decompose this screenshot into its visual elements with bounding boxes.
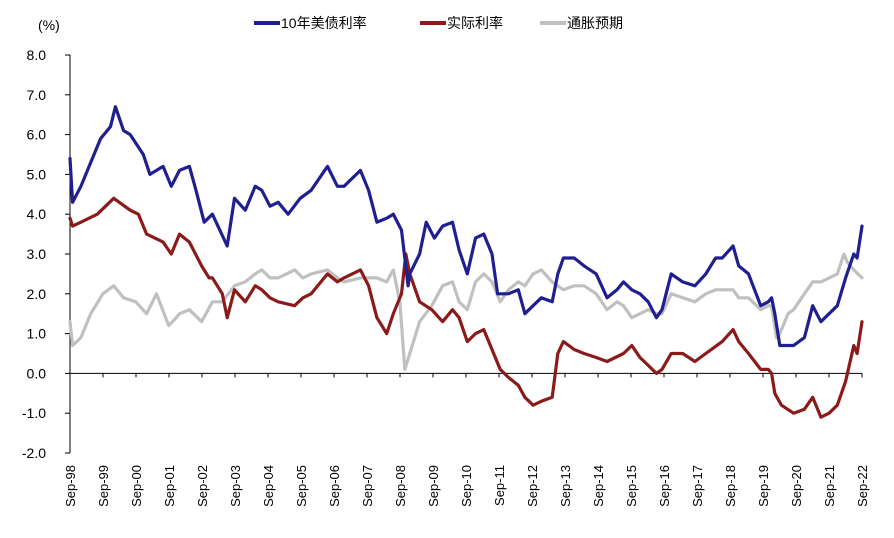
x-tick-label: Sep-01 (162, 465, 177, 507)
x-tick-label: Sep-99 (96, 465, 111, 507)
y-tick-label: 4.0 (27, 206, 47, 222)
x-tick-label: Sep-09 (426, 465, 441, 507)
x-tick-label: Sep-08 (393, 465, 408, 507)
legend-label-1: 实际利率 (447, 15, 503, 31)
series-line-1 (68, 196, 864, 419)
x-tick-label: Sep-10 (459, 465, 474, 507)
y-tick-label: 7.0 (27, 87, 47, 103)
y-tick-label: -2.0 (22, 445, 46, 461)
x-axis: Sep-98 Sep-99 Sep-00 Sep-01 Sep-02 Sep-03 Sep-… (63, 372, 870, 507)
x-tick-label: Sep-21 (822, 465, 837, 507)
x-tick-label: Sep-18 (723, 465, 738, 507)
x-tick-label: Sep-22 (855, 465, 870, 507)
x-tick-label: Sep-00 (129, 465, 144, 507)
x-tick-label: Sep-17 (690, 465, 705, 507)
x-tick-label: Sep-04 (261, 465, 276, 507)
series-line-0 (68, 105, 864, 348)
y-tick-label: 5.0 (27, 166, 47, 182)
x-tick-label: Sep-14 (591, 465, 606, 507)
x-tick-label: Sep-12 (525, 465, 540, 507)
y-tick-label: 8.0 (27, 47, 47, 63)
y-tick-label: 0.0 (27, 365, 47, 381)
x-tick-label: Sep-02 (195, 465, 210, 507)
x-tick-label: Sep-13 (558, 465, 573, 507)
series-layer (68, 105, 864, 419)
x-tick-label: Sep-19 (756, 465, 771, 507)
y-tick-label: 2.0 (27, 286, 47, 302)
y-tick-label: 6.0 (27, 127, 47, 143)
y-axis-ticks: 8.0 7.0 6.0 5.0 4.0 3.0 2.0 1.0 0.0 -1.0 -2.0 (22, 47, 71, 461)
series-line-2 (68, 252, 864, 371)
x-tick-label: Sep-07 (360, 465, 375, 507)
y-axis-unit-label: (%) (38, 17, 60, 33)
x-tick-label: Sep-11 (492, 465, 507, 506)
x-tick-label: Sep-20 (789, 465, 804, 507)
y-tick-label: 3.0 (27, 246, 47, 262)
x-tick-label: Sep-06 (327, 465, 342, 507)
y-tick-label: -1.0 (22, 405, 46, 421)
legend-label-2: 通胀预期 (567, 15, 623, 31)
x-tick-label: Sep-98 (63, 465, 78, 507)
x-tick-label: Sep-05 (294, 465, 309, 507)
x-tick-label: Sep-15 (624, 465, 639, 507)
legend: 10年美债利率 实际利率 通胀预期 (254, 15, 623, 31)
x-tick-label: Sep-03 (228, 465, 243, 507)
x-tick-label: Sep-16 (657, 465, 672, 507)
y-tick-label: 1.0 (27, 326, 47, 342)
legend-label-0: 10年美债利率 (281, 15, 367, 31)
